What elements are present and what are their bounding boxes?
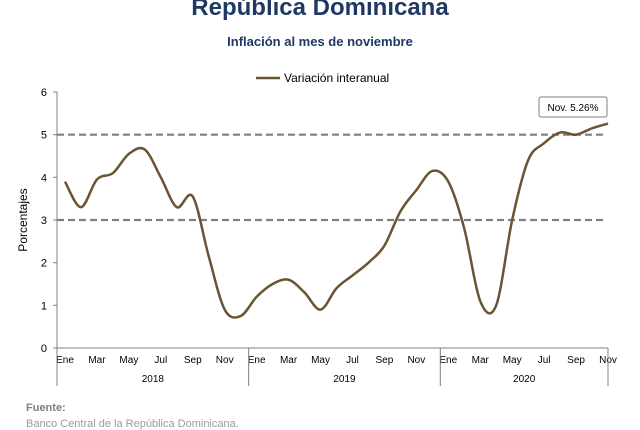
x-tick-label: Mar — [280, 355, 298, 366]
x-tick-label: Jul — [154, 355, 167, 366]
y-tick-label: 6 — [41, 87, 47, 99]
x-tick-label: Mar — [88, 355, 106, 366]
source-text: Banco Central de la República Dominicana… — [26, 418, 239, 430]
x-tick-label: Jul — [538, 355, 551, 366]
y-tick-label: 0 — [41, 343, 47, 355]
y-tick-label: 5 — [41, 130, 47, 142]
year-label: 2020 — [513, 374, 536, 385]
x-tick-label: Sep — [184, 355, 202, 366]
y-tick-label: 2 — [41, 258, 47, 270]
x-tick-label: Sep — [567, 355, 585, 366]
x-tick-label: Ene — [248, 355, 266, 366]
page-title: República Dominicana — [191, 0, 449, 21]
y-tick-label: 1 — [41, 300, 47, 312]
y-tick-label: 4 — [41, 172, 47, 184]
series-line-variacion-interanual — [63, 122, 609, 319]
x-tick-label: Mar — [472, 355, 490, 366]
source-label: Fuente: — [26, 402, 66, 414]
x-tick-label: Ene — [439, 355, 457, 366]
year-label: 2019 — [333, 374, 356, 385]
x-tick-label: Jul — [346, 355, 359, 366]
annotation-box — [538, 96, 608, 118]
x-tick-label: Nov — [407, 355, 425, 366]
y-tick-label: 3 — [41, 215, 47, 227]
page-subtitle: Inflación al mes de noviembre — [227, 34, 413, 49]
x-tick-label: Sep — [376, 355, 394, 366]
x-tick-label: May — [311, 355, 330, 366]
x-tick-label: Ene — [56, 355, 74, 366]
inflation-line-chart: 0 1 2 3 4 5 6 Porcentajes Ene Mar May Jul Sep Nov Ene M… — [16, 71, 617, 386]
annotation-label: Nov. 5.26% — [548, 103, 599, 114]
y-axis-title: Porcentajes — [16, 188, 30, 251]
x-tick-label: May — [503, 355, 522, 366]
x-tick-label: May — [119, 355, 138, 366]
year-label: 2018 — [142, 374, 165, 385]
x-tick-label: Nov — [216, 355, 234, 366]
legend-label: Variación interanual — [284, 71, 389, 85]
